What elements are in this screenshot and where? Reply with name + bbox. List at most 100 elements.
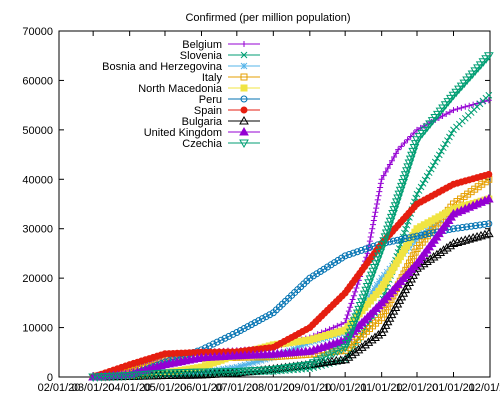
x-tick-label: 09/01/20: [288, 382, 331, 394]
data-point-plus: [334, 322, 341, 329]
x-tick-label: 03/01/20: [72, 382, 115, 394]
legend-label: Belgium: [182, 39, 222, 51]
data-point-triangle: [239, 115, 249, 125]
data-point-x: [421, 176, 429, 184]
data-point-plus: [446, 109, 453, 116]
legend-label: United Kingdom: [144, 127, 222, 139]
data-point-circle: [251, 319, 259, 327]
data-point-plus: [370, 217, 377, 224]
data-point-triangle: [460, 235, 471, 244]
data-point-plus: [369, 225, 376, 232]
data-point-plus: [388, 157, 395, 164]
series-czechia: [88, 52, 494, 383]
data-point-star: [373, 281, 381, 289]
data-point-circle: [345, 251, 353, 259]
data-point-circle: [247, 321, 255, 329]
data-point-plus: [345, 308, 352, 315]
y-tick-label: 10000: [22, 323, 53, 335]
data-point-plus: [466, 102, 473, 109]
data-point-plus: [413, 126, 420, 133]
data-point-star: [240, 62, 248, 70]
series-line: [93, 178, 490, 378]
data-point-circle: [309, 272, 317, 280]
y-tick-label: 40000: [22, 174, 53, 186]
data-point-plus: [374, 196, 381, 203]
data-point-plus: [330, 324, 337, 331]
data-point-triangle: [366, 334, 377, 344]
data-point-circle: [320, 265, 328, 273]
x-tick-label: 01/01/21: [432, 382, 475, 394]
data-point-triangle: [353, 344, 364, 354]
data-point-x: [448, 130, 455, 137]
data-point-circle: [393, 236, 401, 244]
data-point-circle: [449, 225, 457, 233]
data-point-x: [433, 155, 441, 162]
data-point-square: [406, 259, 414, 267]
data-point-circle: [338, 254, 346, 262]
data-point-circle: [454, 224, 462, 232]
data-point-triangle: [340, 354, 351, 364]
legend-label: Peru: [199, 94, 222, 106]
data-point-x: [423, 172, 431, 180]
data-point-inverted-triangle: [239, 139, 249, 149]
data-point-circle: [361, 245, 369, 253]
data-point-triangle: [435, 247, 446, 257]
data-point-circle: [225, 332, 233, 340]
data-point-inverted-triangle: [124, 372, 135, 381]
data-point-inverted-triangle: [316, 355, 327, 364]
data-point-inverted-triangle: [142, 370, 153, 380]
data-point-plus: [450, 107, 457, 114]
data-point-inverted-triangle: [155, 369, 166, 379]
data-point-square: [457, 195, 465, 203]
data-point-plus: [352, 288, 359, 295]
data-point-x: [437, 147, 445, 155]
data-point-plus: [376, 188, 383, 195]
data-point-plus: [393, 150, 400, 157]
data-point-circle: [417, 231, 425, 239]
data-point-circle: [244, 323, 252, 331]
data-point-circle: [409, 233, 417, 241]
data-point-circle: [217, 336, 225, 344]
x-tick-label: 02/01/20: [38, 382, 81, 394]
data-point-plus: [344, 311, 351, 318]
y-tick-label: 60000: [22, 75, 53, 87]
data-point-plus: [353, 285, 360, 292]
data-point-triangle: [452, 237, 463, 246]
data-point-circle: [266, 311, 274, 319]
data-point-circle: [240, 95, 248, 103]
data-point-filled-square: [240, 84, 248, 92]
data-point-plus: [367, 233, 374, 240]
data-point-filled-triangle: [483, 194, 494, 203]
data-point-x: [444, 137, 451, 144]
data-point-square: [378, 314, 386, 322]
y-tick-label: 30000: [22, 224, 53, 236]
data-point-star: [433, 219, 441, 226]
x-tick-label: 12/01/20: [396, 382, 439, 394]
data-point-plus: [391, 154, 398, 161]
y-tick-label: 70000: [22, 26, 53, 38]
data-point-circle: [476, 221, 484, 229]
data-point-square: [474, 183, 482, 191]
data-point-star: [298, 342, 306, 350]
data-point-plus: [398, 143, 405, 150]
data-point-circle: [365, 244, 373, 252]
data-point-circle: [401, 235, 409, 243]
data-point-plus: [404, 136, 411, 143]
data-point-x: [403, 221, 411, 229]
data-point-x: [429, 162, 437, 169]
data-point-x: [401, 229, 408, 237]
x-tick-label: 05/01/20: [144, 382, 187, 394]
data-point-circle: [213, 338, 221, 346]
data-point-plus: [347, 304, 354, 311]
data-point-triangle: [476, 230, 486, 240]
data-point-plus: [366, 238, 373, 245]
data-point-inverted-triangle: [308, 359, 319, 368]
data-point-circle: [233, 329, 241, 337]
data-point-plus: [384, 165, 391, 172]
data-point-triangle: [373, 329, 384, 339]
data-point-star: [376, 278, 383, 285]
data-point-circle: [413, 232, 421, 240]
legend-label: Slovenia: [180, 50, 223, 62]
x-tick-label: 02/01/21: [469, 382, 500, 394]
